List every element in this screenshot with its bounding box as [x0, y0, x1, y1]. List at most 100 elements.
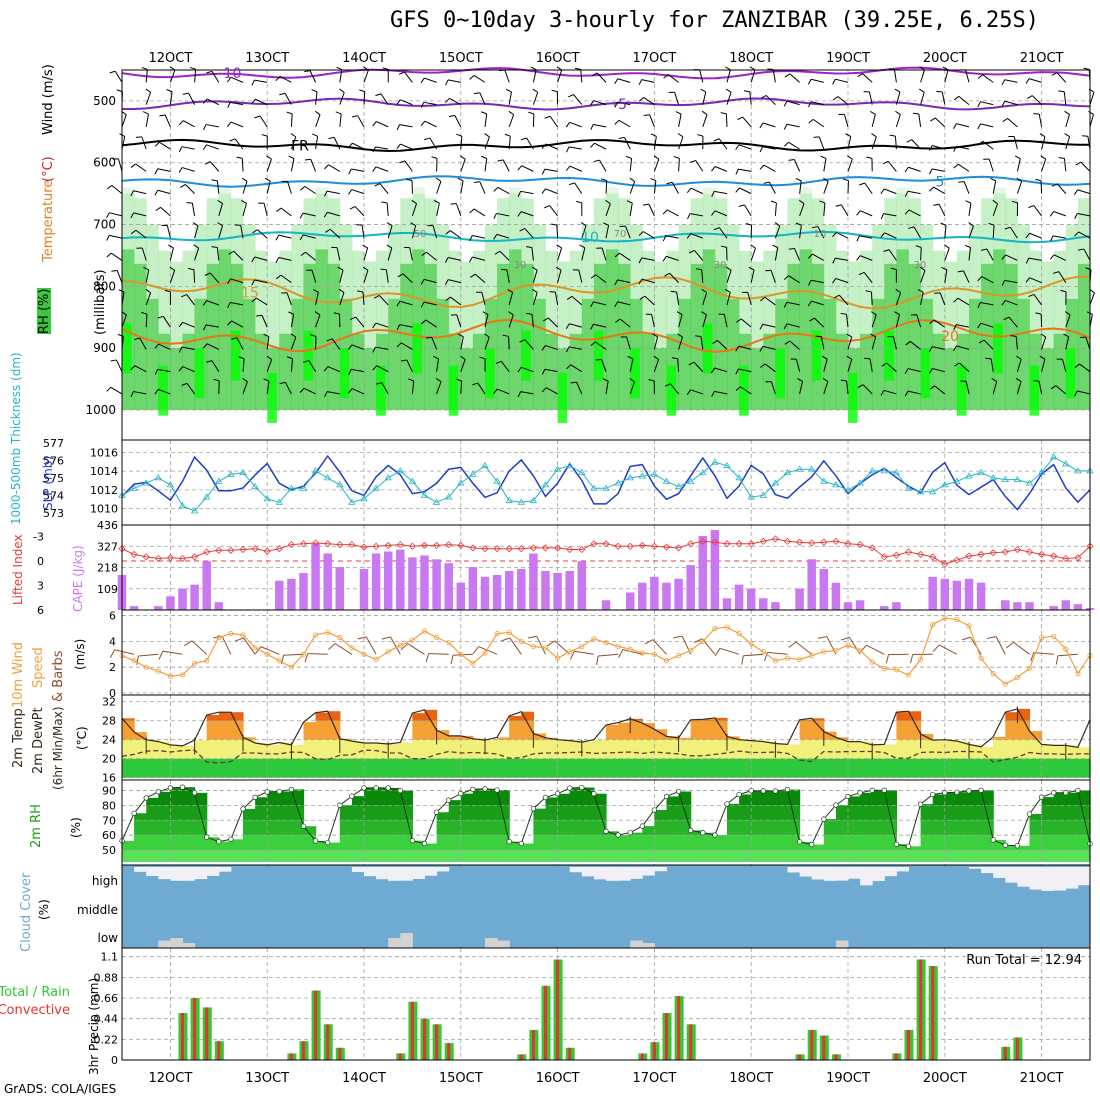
- wind-barb: [502, 159, 510, 172]
- wind-barb-flag: [420, 102, 425, 108]
- wind-barb: [786, 100, 800, 106]
- wind-barb: [617, 78, 631, 83]
- rh2m-band-fill: [993, 839, 1006, 851]
- temp-band-fill: [533, 739, 547, 759]
- wind-barb: [892, 336, 897, 350]
- wind-barb: [185, 184, 195, 194]
- wind-barb: [216, 247, 220, 261]
- wind-barb-flag: [526, 312, 533, 315]
- rh2m-marker: [494, 787, 500, 793]
- wind-barb-flag: [650, 133, 657, 137]
- wind-barb: [315, 136, 319, 150]
- lifted-index-marker: [239, 545, 247, 554]
- wind-speed-marker: [760, 649, 766, 655]
- rh2m-band-fill: [267, 805, 280, 821]
- rh2m-band-fill: [557, 793, 571, 806]
- temp-band-fill: [1065, 745, 1079, 759]
- wind-barb: [242, 358, 245, 372]
- temp-band-fill: [630, 758, 643, 778]
- wind-barb-flag: [424, 137, 430, 141]
- rh2m-band-fill: [376, 835, 389, 851]
- wind-barb-flag: [842, 178, 849, 182]
- cape-bar: [625, 592, 635, 610]
- wind-barb-flag: [871, 311, 877, 316]
- wind-barb: [339, 292, 345, 306]
- wind-barb-flag: [375, 93, 382, 97]
- rh2m-band-fill: [848, 805, 861, 821]
- wind-barb-flag: [400, 643, 408, 651]
- thickness-marker: [965, 472, 973, 479]
- wind-barb-flag: [570, 381, 577, 384]
- time-label-top: 18OCT: [729, 51, 773, 66]
- temp-band-fill: [436, 730, 450, 740]
- wind-barb: [648, 203, 655, 217]
- rh2m-band-fill: [956, 792, 970, 806]
- wind-barb: [424, 120, 437, 128]
- temp-band-fill: [763, 758, 776, 778]
- rh2m-marker: [131, 810, 137, 816]
- temp-band-fill: [194, 740, 208, 759]
- rh-fill-light: [218, 187, 232, 250]
- wind-barb: [532, 292, 538, 306]
- wind-barb: [390, 636, 401, 655]
- rh2m-marker: [893, 841, 900, 847]
- wind-barb: [182, 167, 195, 172]
- wind-barb-flag: [741, 655, 744, 665]
- temp-band-fill: [969, 744, 982, 759]
- temp-band-fill: [727, 739, 740, 759]
- thickness-marker: [178, 502, 187, 509]
- wind-barb: [617, 279, 631, 284]
- wind-barb-flag: [676, 311, 683, 316]
- wind-barb: [157, 168, 171, 172]
- cape-bar: [1013, 602, 1022, 610]
- temp-band-fill: [545, 758, 559, 778]
- cloud-high-gap: [835, 867, 849, 881]
- cape-bar: [541, 571, 550, 610]
- temp-band-fill: [896, 720, 910, 740]
- wind-barb: [1041, 358, 1046, 372]
- wind-barb: [569, 323, 582, 328]
- thickness-marker: [202, 493, 211, 500]
- wind-barb-flag: [1025, 232, 1030, 239]
- rh2m-marker: [542, 794, 549, 801]
- rh2m-marker: [1002, 842, 1008, 848]
- wind-barb: [789, 340, 800, 350]
- wind-barb: [740, 318, 752, 328]
- wind-barb-flag: [517, 367, 522, 373]
- wind-barb: [357, 115, 365, 128]
- wind-barb: [888, 249, 897, 261]
- wind-barb: [689, 213, 703, 217]
- wind-speed-marker: [1039, 634, 1045, 641]
- wind-barb: [326, 190, 340, 195]
- wind-barb-flag: [182, 92, 189, 95]
- temp-band-fill: [424, 758, 438, 778]
- wind-barb-flag: [357, 290, 364, 293]
- wind-barb-flag: [977, 140, 984, 146]
- temp-band-fill: [122, 758, 135, 778]
- temp-band-fill: [823, 758, 837, 778]
- rh2m-band-fill: [170, 805, 184, 821]
- wind-barb: [473, 75, 486, 83]
- wind-barb-flag: [206, 360, 213, 363]
- wind-barb-flag: [711, 191, 715, 197]
- precip-convective-bar: [665, 1013, 668, 1060]
- rh2m-band-fill: [134, 820, 147, 836]
- wind-barb-flag: [541, 168, 546, 175]
- temp-band-fill: [243, 758, 256, 778]
- wind-barb-flag: [106, 212, 110, 219]
- wind-barb: [982, 74, 994, 83]
- wind-barb-flag: [953, 297, 959, 303]
- wind-barb-flag: [1078, 248, 1084, 251]
- temp-band-fill: [521, 758, 534, 778]
- wind-barb-flag: [204, 272, 211, 276]
- wind-barb: [545, 143, 558, 150]
- wind-speed-marker: [349, 645, 355, 651]
- wind-barb: [1040, 180, 1043, 194]
- ytick-cloud: low: [98, 931, 119, 945]
- wind-barb: [719, 647, 740, 655]
- wind-barb: [158, 388, 171, 395]
- rh2m-marker: [615, 832, 621, 838]
- temp-band-fill: [412, 758, 426, 778]
- rh2m-band-fill: [581, 835, 595, 851]
- wind-barb-flag: [469, 256, 473, 263]
